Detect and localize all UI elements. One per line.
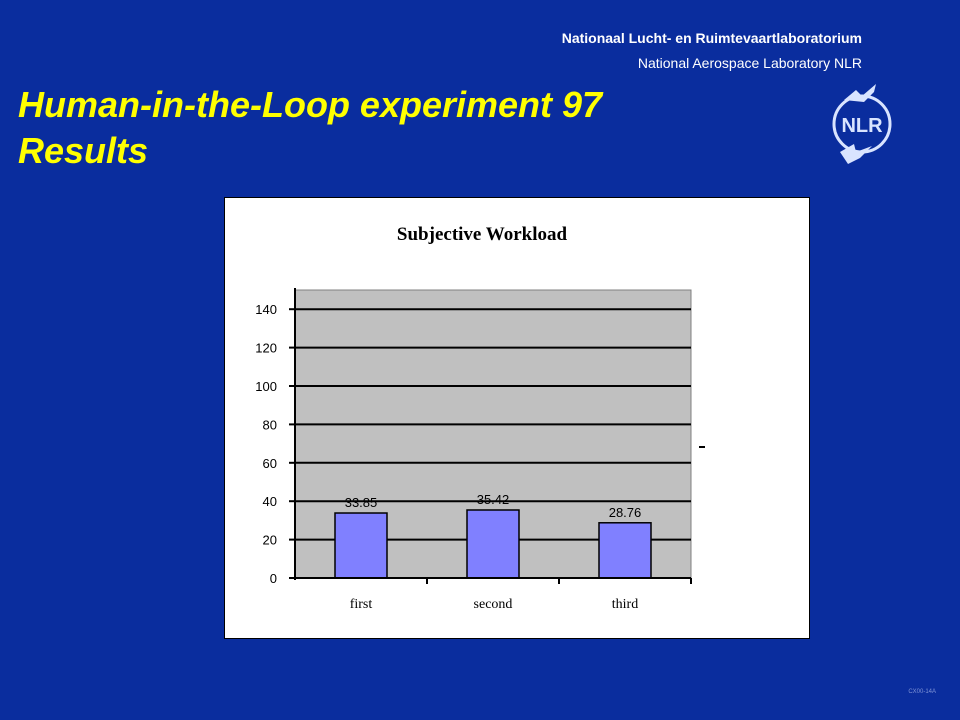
value-label: 28.76: [609, 505, 642, 520]
bar-third: [598, 522, 652, 579]
logo-text: NLR: [841, 115, 883, 137]
org-name-dutch: Nationaal Lucht- en Ruimtevaartlaborator…: [561, 30, 862, 46]
value-labels: 33.85 35.42 28.76: [345, 492, 642, 520]
axes: 0 20 40 60 80 100 120 140 first second third: [255, 288, 692, 612]
bars: [334, 509, 652, 579]
slide-title-line-2: Results: [18, 130, 149, 171]
footer-code: CX00-14A: [908, 689, 936, 695]
y-tick-label: 60: [263, 456, 277, 471]
y-tick-label: 0: [270, 571, 277, 586]
value-label: 35.42: [477, 492, 510, 507]
chart-title: Subjective Workload: [397, 224, 568, 245]
y-tick-label: 20: [263, 533, 277, 548]
y-tick-label: 80: [263, 417, 277, 432]
slide-title: Human-in-the-Loop experiment 97 Results: [18, 82, 602, 174]
stray-mark: [699, 446, 705, 448]
bar-first: [334, 512, 388, 579]
org-name-english: National Aerospace Laboratory NLR: [637, 55, 862, 71]
y-tick-label: 100: [255, 379, 277, 394]
x-category-label: first: [350, 597, 373, 612]
y-tick-label: 140: [255, 302, 277, 317]
bar-chart: Subjective Workload 33.85 35.42 28.76 0 20 4…: [255, 224, 705, 612]
bar-second: [466, 509, 520, 579]
x-category-label: third: [612, 597, 638, 612]
value-label: 33.85: [345, 495, 378, 510]
x-category-label: second: [474, 597, 513, 612]
chart-panel: Subjective Workload 33.85 35.42 28.76 0 20 4…: [224, 197, 810, 639]
y-tick-label: 120: [255, 341, 277, 356]
slide-title-line-1: Human-in-the-Loop experiment 97: [18, 84, 603, 125]
nlr-logo-icon: NLR: [832, 84, 892, 164]
y-tick-label: 40: [263, 494, 277, 509]
